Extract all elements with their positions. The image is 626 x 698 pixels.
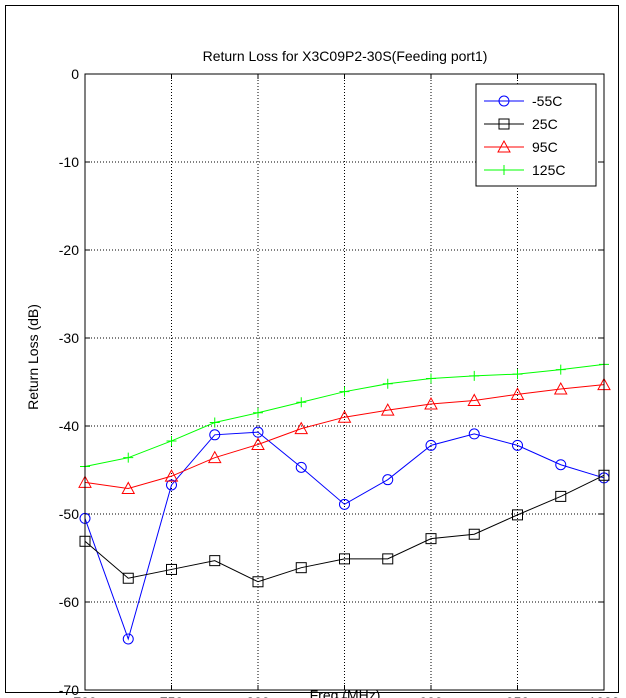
data-point: [382, 378, 393, 389]
x-tick-label: 850: [333, 694, 357, 698]
data-point: [295, 562, 307, 574]
data-point: [425, 533, 437, 545]
data-point: [469, 370, 480, 381]
data-point: [510, 387, 525, 400]
y-tick-label: -50: [59, 506, 79, 522]
data-point: [252, 576, 264, 588]
tick-labels: 700 750 800 850 900 950 1000 0 -10 -20 -30 -40 -50 -6…: [59, 66, 620, 698]
data-point: [209, 555, 221, 567]
legend-label: 125C: [532, 162, 565, 178]
legend: -55C 25C 95C 125C: [475, 83, 597, 187]
data-point: [164, 469, 179, 482]
legend-item: 95C: [484, 139, 558, 155]
data-point: [468, 528, 480, 540]
data-point: [252, 426, 264, 438]
data-point: [555, 490, 567, 502]
legend-marker: [498, 95, 510, 107]
data-point: [122, 633, 134, 645]
y-tick-label: -20: [59, 242, 79, 258]
series--55C: [79, 426, 610, 645]
series-95C: [78, 377, 611, 494]
data-point: [424, 396, 438, 410]
y-tick-label: -10: [59, 154, 79, 170]
data-point: [295, 461, 307, 473]
chart-title: Return Loss for X3C09P2-30S(Feeding port…: [203, 48, 488, 64]
data-point: [467, 393, 482, 406]
data-point: [512, 509, 523, 521]
y-tick-label: -40: [59, 418, 79, 434]
legend-item: 125C: [484, 162, 565, 178]
data-point: [553, 381, 568, 395]
data-point: [339, 553, 350, 565]
y-tick-label: -30: [59, 330, 79, 346]
series-line: [84, 384, 605, 489]
y-tick-label: 0: [71, 66, 79, 82]
x-tick-label: 800: [246, 694, 270, 698]
legend-item: 25C: [484, 116, 558, 132]
series-line: [84, 431, 605, 641]
data-point: [468, 428, 480, 440]
x-tick-label: 750: [160, 694, 184, 698]
data-point: [294, 421, 309, 435]
data-point: [555, 459, 567, 471]
data-point: [166, 479, 177, 491]
data-point: [555, 364, 566, 375]
data-point: [339, 386, 350, 397]
data-point: [426, 373, 436, 384]
legend-label: -55C: [532, 93, 562, 109]
data-point: [382, 553, 394, 565]
data-point: [166, 563, 177, 575]
figure-frame: [5, 5, 619, 693]
plot-border: [84, 73, 605, 691]
x-tick-label: 950: [506, 694, 530, 698]
series-line: [84, 474, 605, 583]
legend-marker: [499, 165, 509, 175]
y-axis-label: Return Loss (dB): [25, 304, 41, 410]
y-tick-label: -70: [59, 682, 79, 698]
data-point: [253, 407, 263, 418]
legend-label: 25C: [532, 116, 558, 132]
data-point: [337, 410, 352, 423]
data-point: [123, 452, 134, 463]
data-point: [339, 498, 350, 510]
x-axis-label: Freq (MHz): [310, 687, 381, 698]
legend-item: -55C: [484, 93, 562, 109]
data-point: [251, 437, 265, 450]
legend-label: 95C: [532, 139, 558, 155]
x-tick-label: 700: [73, 694, 97, 698]
legend-marker: [498, 118, 510, 130]
legend-marker: [497, 139, 511, 153]
data-point: [296, 397, 307, 408]
y-tick-label: -60: [59, 594, 79, 610]
x-tick-label: 900: [419, 694, 443, 698]
data-point: [425, 439, 437, 451]
data-point: [122, 572, 134, 584]
data-point: [166, 435, 177, 446]
data-point: [512, 439, 523, 451]
x-tick-label: 1000: [588, 694, 619, 698]
data-point: [207, 450, 222, 464]
data-point: [512, 369, 523, 380]
data-point: [209, 417, 220, 428]
data-point: [382, 474, 394, 486]
data-point: [121, 481, 136, 494]
data-point: [209, 429, 221, 441]
data-point: [380, 403, 395, 416]
